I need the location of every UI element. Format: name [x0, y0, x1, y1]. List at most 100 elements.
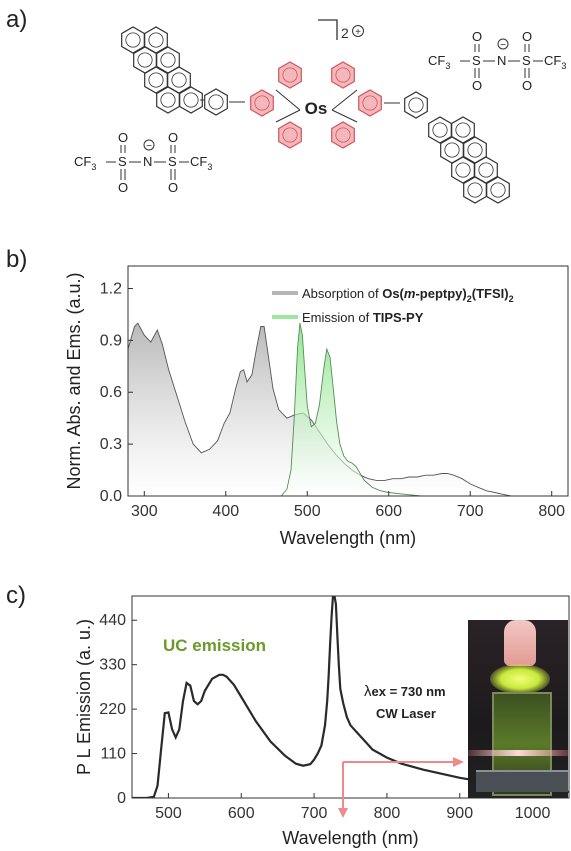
- y-axis-label: Norm. Abs. and Ems. (a.u.): [64, 272, 84, 489]
- bond: [331, 89, 358, 111]
- chelate-ring: [278, 121, 302, 149]
- chelate-ring: [331, 121, 355, 149]
- pl-emission-line: [132, 596, 569, 798]
- aromatic-circle: [137, 52, 153, 68]
- bond: [331, 109, 358, 123]
- anion-right-minus: −: [500, 40, 506, 51]
- anion-right-o1: O: [472, 29, 482, 44]
- aromatic-circle: [455, 162, 471, 178]
- arrow-right-head: [453, 757, 464, 767]
- aromatic-circle: [125, 32, 141, 48]
- aromatic-circle: [183, 92, 199, 108]
- benzene-ring: [486, 176, 510, 204]
- legend-text: m: [404, 286, 416, 301]
- anion-right-o4: O: [522, 78, 532, 93]
- chelate-ring: [331, 61, 355, 89]
- legend-text: 2: [509, 294, 514, 304]
- legend-text: Os(: [382, 286, 404, 301]
- anion-left-s2: S: [168, 154, 177, 169]
- anion-left: CF3 S O O N − S O O CF3: [74, 130, 212, 195]
- anion-right-s2: S: [522, 53, 531, 68]
- anion-right-o3: O: [522, 29, 532, 44]
- aromatic-circle: [432, 122, 448, 138]
- benzene-ring: [156, 86, 180, 114]
- x-tick-label: 1000: [515, 805, 551, 822]
- aromatic-circle: [444, 142, 460, 158]
- aromatic-circle: [467, 142, 483, 158]
- aromatic-circle: [171, 72, 187, 88]
- x-tick-label: 700: [301, 805, 328, 822]
- legend-text: Emission of: [302, 310, 373, 325]
- anion-right-cf3-left: CF3: [428, 53, 450, 71]
- legend-entry: Absorption of Os(m-peptpy)2(TFSI)2: [302, 286, 514, 304]
- panel-label-c: c): [6, 582, 26, 609]
- plot-frame: [127, 265, 569, 497]
- bond: [275, 89, 301, 111]
- x-tick-label: 300: [131, 503, 158, 520]
- x-tick-label: 600: [375, 503, 402, 520]
- chelate-ring: [250, 89, 274, 117]
- structure-rings: [121, 26, 510, 204]
- benzene-ring: [404, 91, 428, 119]
- anion-left-s1: S: [118, 154, 127, 169]
- aromatic-circle: [335, 67, 351, 83]
- legend-entry: Emission of TIPS-PY: [302, 310, 424, 325]
- laser-label: CW Laser: [376, 706, 436, 721]
- x-tick-label: 800: [538, 503, 565, 520]
- anion-right-n: N: [497, 53, 506, 68]
- aromatic-circle: [455, 122, 471, 138]
- anion-left-cf3-left: CF3: [74, 154, 96, 172]
- cuvette-holder: [476, 770, 568, 792]
- legend-text: -peptpy): [415, 286, 466, 301]
- bond: [275, 109, 301, 123]
- x-tick-label: 500: [155, 805, 182, 822]
- y-tick-label: 0.3: [100, 436, 122, 453]
- anion-right: CF3 S O O N − S O O CF3: [428, 29, 566, 93]
- benzene-ring: [463, 176, 487, 204]
- y-tick-label: 110: [100, 746, 126, 763]
- y-tick-label: 0.6: [100, 384, 122, 401]
- cuvette-glow: [490, 664, 550, 694]
- y-tick-label: 0: [117, 790, 126, 807]
- aromatic-circle: [160, 92, 176, 108]
- aromatic-circle: [467, 182, 483, 198]
- plot-frame: [131, 595, 570, 799]
- cuvette-photo: [468, 620, 568, 798]
- laser-beam: [468, 750, 568, 756]
- aromatic-circle: [282, 67, 298, 83]
- legend-text: TIPS-PY: [373, 310, 424, 325]
- aromatic-circle: [490, 182, 506, 198]
- x-tick-label: 900: [446, 805, 473, 822]
- y-tick-label: 220: [99, 701, 126, 718]
- anion-right-cf3-right: CF3: [544, 53, 566, 71]
- x-axis-label: Wavelength (nm): [280, 528, 416, 548]
- anion-left-minus-circle: [143, 139, 155, 151]
- aromatic-circle: [254, 95, 270, 111]
- cuvette-cap: [504, 620, 536, 666]
- aromatic-circle: [148, 72, 164, 88]
- chelate-ring: [278, 61, 302, 89]
- y-tick-label: 0.9: [100, 332, 122, 349]
- y-tick-label: 330: [99, 657, 126, 674]
- y-axis-label: P L Emission (a. u.): [74, 619, 94, 775]
- legend-text: 2: [467, 294, 472, 304]
- anion-left-o4: O: [168, 180, 178, 195]
- y-tick-label: 1.2: [100, 280, 122, 297]
- x-tick-label: 700: [457, 503, 484, 520]
- charge-number: 2: [341, 25, 349, 41]
- anion-left-o2: O: [118, 180, 128, 195]
- excitation-label: λex = 730 nm: [364, 683, 446, 700]
- anion-left-cf3-right: CF3: [190, 154, 212, 172]
- panel-label-a: a): [6, 6, 28, 33]
- x-tick-label: 600: [228, 805, 255, 822]
- anion-left-minus: −: [146, 141, 152, 152]
- x-tick-label: 400: [212, 503, 239, 520]
- legend-text: Absorption of: [302, 286, 382, 301]
- lambda-symbol: λ: [364, 683, 372, 700]
- y-tick-label: 440: [99, 612, 126, 629]
- uc-emission-label: UC emission: [163, 636, 266, 655]
- x-axis-label: Wavelength (nm): [282, 828, 418, 848]
- anion-right-minus-circle: [497, 38, 509, 50]
- anion-right-s1: S: [472, 53, 481, 68]
- aromatic-circle: [148, 32, 164, 48]
